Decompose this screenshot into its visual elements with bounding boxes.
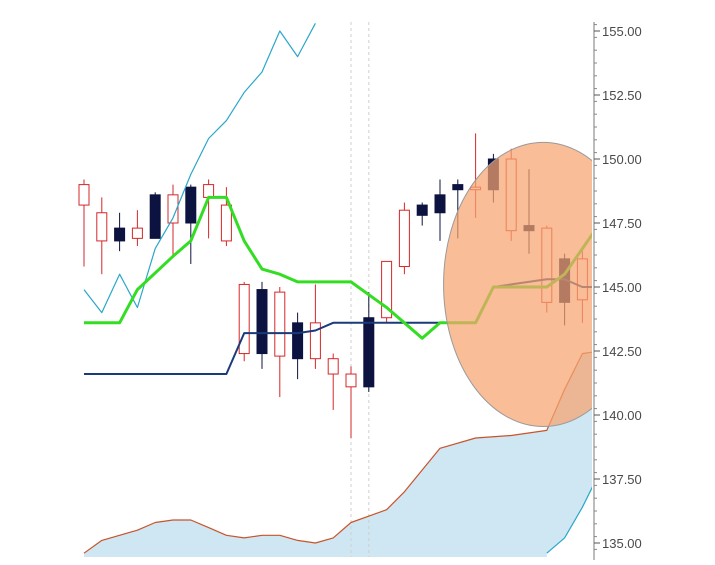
candle-2	[96, 197, 108, 275]
candle-body	[238, 283, 250, 355]
candle-12	[274, 287, 286, 398]
candle-body	[220, 204, 232, 242]
candle-19	[398, 202, 410, 275]
y-tick-label: 155.00	[602, 24, 642, 39]
y-tick-label: 142.50	[602, 344, 642, 359]
candle-body	[381, 260, 393, 319]
highlight-circle	[443, 141, 592, 427]
candle-10	[238, 281, 250, 362]
candle-11	[256, 281, 268, 369]
candle-body	[203, 184, 215, 198]
cloud-fill	[84, 352, 592, 557]
candle-4	[131, 210, 143, 247]
y-tick-label: 152.50	[602, 88, 642, 103]
y-tick-label: 147.50	[602, 216, 642, 231]
candle-18	[381, 260, 393, 323]
candle-21	[434, 179, 446, 241]
vertical-dotted-lines	[350, 22, 370, 557]
candle-6	[167, 184, 179, 257]
candle-body	[185, 186, 197, 224]
candle-body	[398, 209, 410, 268]
candle-body	[452, 184, 464, 191]
candle-body	[363, 317, 375, 388]
candle-body	[327, 358, 339, 375]
senkou-a-lead-line	[546, 486, 592, 554]
candle-14	[309, 284, 321, 369]
plot-area	[78, 22, 592, 557]
candle-body	[131, 227, 143, 239]
candle-16	[345, 366, 357, 439]
highlight-circle-layer	[443, 141, 592, 427]
senkou-a-line	[83, 23, 316, 314]
candle-13	[292, 312, 304, 380]
candle-body	[114, 227, 126, 242]
candle-body	[292, 322, 304, 360]
candle-body	[416, 204, 428, 216]
candle-1	[78, 179, 90, 267]
y-tick-label: 135.00	[602, 536, 642, 551]
candle-7	[185, 184, 197, 264]
candle-17	[363, 292, 375, 392]
y-tick-label: 140.00	[602, 408, 642, 423]
candle-body	[345, 373, 357, 388]
candle-body	[256, 289, 268, 355]
y-tick-label: 145.00	[602, 280, 642, 295]
y-tick-label: 150.00	[602, 152, 642, 167]
candle-body	[96, 212, 108, 242]
candle-body	[167, 194, 179, 224]
candle-20	[416, 202, 428, 226]
ichimoku-cloud	[84, 352, 592, 557]
y-tick-label: 137.50	[602, 472, 642, 487]
candle-body	[274, 291, 286, 357]
y-axis: 155.00 152.50 150.00 147.50 145.00 142.50 140.…	[593, 22, 642, 560]
candle-body	[78, 184, 90, 206]
candle-body	[434, 194, 446, 214]
candle-15	[327, 353, 339, 410]
candle-3	[114, 212, 126, 252]
candle-5	[149, 192, 161, 239]
candle-body	[309, 322, 321, 360]
candle-body	[149, 194, 161, 239]
